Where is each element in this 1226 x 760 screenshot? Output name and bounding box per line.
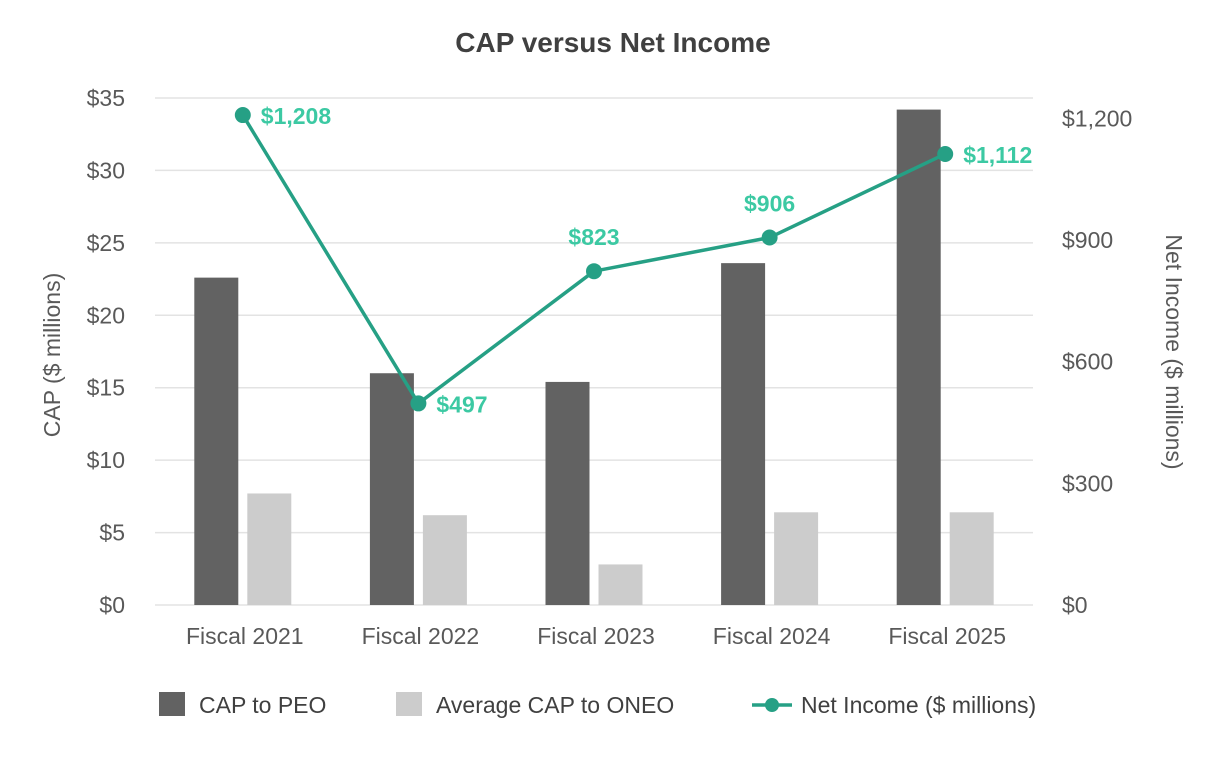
- x-tick-label: Fiscal 2022: [362, 623, 480, 649]
- left-tick-label: $20: [87, 302, 125, 328]
- left-tick-label: $0: [99, 592, 125, 618]
- net-income-line-path: [241, 114, 946, 406]
- left-tick-label: $25: [87, 230, 125, 256]
- net-income-data-label: $497: [436, 391, 487, 417]
- x-tick-label: Fiscal 2023: [537, 623, 655, 649]
- legend: CAP to PEO Average CAP to ONEO Net Incom…: [159, 692, 1036, 718]
- net-income-point: [234, 107, 251, 124]
- left-axis-title: CAP ($ millions): [39, 273, 65, 437]
- bars: [194, 109, 994, 606]
- net-income-data-label: $823: [568, 224, 619, 250]
- right-tick-label: $900: [1062, 227, 1113, 253]
- net-income-data-label: $906: [744, 191, 795, 217]
- chart-title: CAP versus Net Income: [455, 27, 770, 58]
- gridlines: [155, 97, 1033, 606]
- legend-label-cap-to-peo: CAP to PEO: [199, 692, 326, 718]
- net-income-point: [586, 263, 602, 280]
- legend-swatch-cap-to-peo: [159, 692, 185, 716]
- right-axis-title: Net Income ($ millions): [1161, 234, 1187, 469]
- bar-average-cap-to-oneo: [949, 512, 994, 605]
- x-tick-label: Fiscal 2021: [186, 623, 304, 649]
- net-income-point: [410, 395, 427, 412]
- net-income-point: [761, 229, 778, 246]
- left-tick-label: $15: [87, 375, 125, 401]
- bar-cap-to-peo: [896, 109, 941, 606]
- left-tick-label: $10: [87, 447, 125, 473]
- x-tick-label: Fiscal 2025: [888, 623, 1006, 649]
- x-axis-ticks: Fiscal 2021 Fiscal 2022 Fiscal 2023 Fiscal …: [186, 623, 1006, 649]
- right-axis-ticks: $0 $300 $600 $900 $1,200: [1062, 105, 1132, 618]
- left-tick-label: $5: [99, 520, 125, 546]
- left-tick-label: $30: [87, 157, 125, 183]
- x-tick-label: Fiscal 2024: [713, 623, 831, 649]
- net-income-data-label: $1,112: [963, 142, 1032, 168]
- right-tick-label: $600: [1062, 349, 1113, 375]
- legend-swatch-average-cap-to-oneo: [396, 692, 422, 716]
- bar-average-cap-to-oneo: [422, 515, 467, 605]
- bar-cap-to-peo: [369, 373, 414, 605]
- right-tick-label: $1,200: [1062, 105, 1132, 131]
- right-tick-label: $0: [1062, 592, 1088, 618]
- net-income-line: $1,208 $497 $823 $906 $1,112: [234, 103, 1032, 417]
- bar-average-cap-to-oneo: [774, 512, 819, 605]
- net-income-point: [937, 145, 954, 162]
- bar-cap-to-peo: [194, 277, 239, 605]
- legend-marker-net-income: [765, 698, 779, 712]
- right-tick-label: $300: [1062, 470, 1113, 496]
- bar-cap-to-peo: [545, 381, 590, 605]
- left-axis-ticks: $0 $5 $10 $15 $20 $25 $30 $35: [87, 85, 125, 618]
- left-tick-label: $35: [87, 85, 125, 111]
- bar-cap-to-peo: [721, 263, 766, 605]
- bar-average-cap-to-oneo: [598, 564, 643, 605]
- legend-label-net-income: Net Income ($ millions): [801, 692, 1036, 718]
- net-income-data-label: $1,208: [261, 103, 332, 129]
- legend-label-average-cap-to-oneo: Average CAP to ONEO: [436, 692, 674, 718]
- bar-average-cap-to-oneo: [247, 493, 292, 605]
